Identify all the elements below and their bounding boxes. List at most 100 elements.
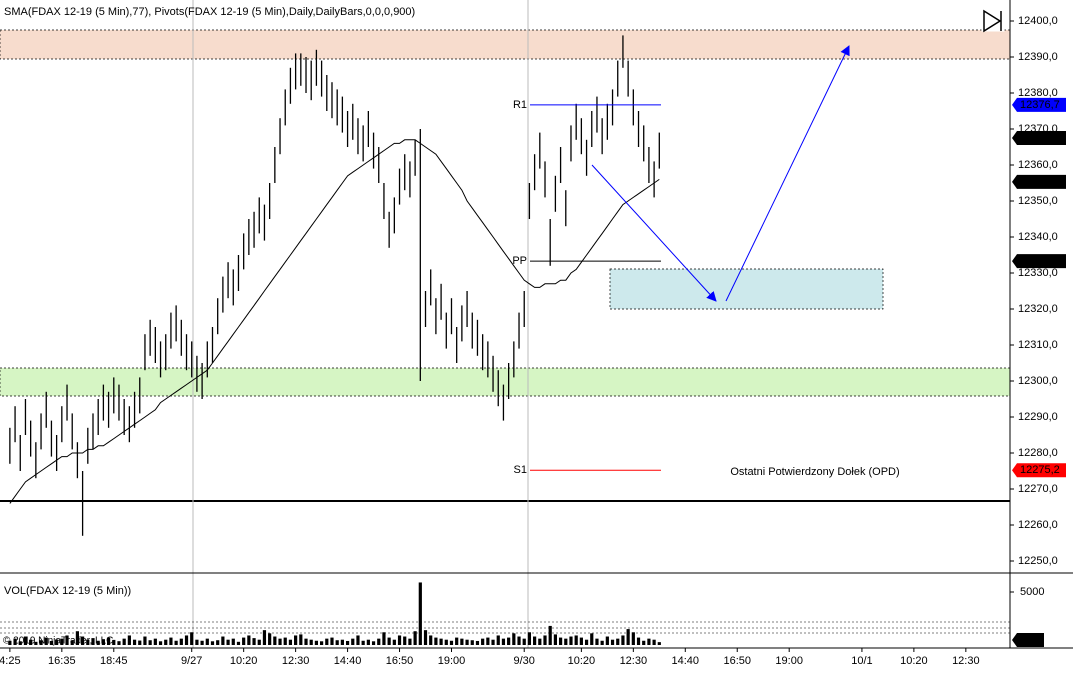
price-tag-label: 12367,5 [1020, 132, 1060, 144]
volume-bar [210, 641, 215, 645]
volume-bar [148, 640, 152, 645]
volume-bar [127, 635, 131, 645]
volume-tick-label: 5000 [1020, 586, 1044, 598]
arrow [725, 45, 850, 302]
volume-bar [252, 638, 256, 645]
volume-bar [34, 641, 38, 645]
price-tag-label: 12376,7 [1020, 99, 1060, 111]
play-icon[interactable] [981, 8, 1005, 33]
y-tick-label: 12360,0 [1018, 159, 1058, 171]
x-tick-label: 14:40 [672, 655, 700, 667]
volume-bar [610, 639, 615, 645]
price-tag [1012, 463, 1066, 478]
volume-bar [106, 637, 111, 645]
volume-bar [44, 637, 48, 645]
volume-bar [288, 639, 293, 645]
volume-bar [408, 638, 412, 645]
volume-bar [527, 632, 532, 645]
price-tag-label: 12333,3 [1020, 255, 1060, 267]
x-tick-label: 16:50 [723, 655, 751, 667]
volume-bar [314, 640, 319, 645]
x-tick-label: 10:20 [230, 655, 258, 667]
volume-bar [236, 641, 241, 645]
volume-bar [164, 639, 168, 645]
volume-bar [268, 633, 272, 645]
volume-bar [195, 639, 199, 645]
volume-bar [605, 636, 609, 645]
volume-bar [221, 636, 225, 645]
support-zone [0, 367, 1011, 397]
x-tick-label: 9/30 [514, 655, 535, 667]
volume-bar [558, 637, 563, 645]
volume-bar [460, 638, 464, 645]
volume-bar [361, 640, 365, 645]
volume-bar [70, 640, 74, 645]
volume-bar [392, 639, 396, 645]
volume-bar [319, 641, 324, 645]
volume-bar [590, 633, 594, 645]
volume-bar [242, 637, 246, 645]
volume-bar [470, 640, 474, 645]
volume-bar [387, 637, 391, 645]
volume-bar [91, 638, 95, 645]
volume-bar [553, 634, 557, 645]
volume-bar [517, 636, 521, 645]
volume-bar [496, 635, 500, 645]
volume-bar [657, 642, 661, 645]
x-tick-label: 19:00 [438, 655, 466, 667]
price-tag [1012, 254, 1066, 269]
volume-bar [226, 639, 230, 645]
volume-bar [569, 636, 573, 645]
volume-bar [294, 635, 298, 645]
volume-bar [190, 632, 194, 645]
volume-bar [543, 635, 547, 645]
volume-bar [418, 582, 422, 645]
volume-bar [636, 637, 641, 645]
y-tick-label: 12380,0 [1018, 87, 1058, 99]
volume-bar [584, 639, 589, 645]
volume-bar [39, 640, 43, 645]
volume-bar [86, 639, 90, 645]
volume-bar [507, 637, 511, 645]
volume-bar [423, 630, 428, 645]
volume-bar [112, 639, 116, 645]
x-tick-label: 9/27 [181, 655, 202, 667]
volume-bar [283, 637, 287, 645]
volume-bar [377, 638, 381, 645]
volume-bar [8, 640, 12, 645]
volume-bar [138, 640, 142, 645]
y-tick-label: 12390,0 [1018, 51, 1058, 63]
volume-bar [631, 632, 635, 645]
volume-bar [49, 640, 54, 645]
pivot-label: S1 [514, 464, 527, 476]
volume-bar [595, 638, 599, 645]
volume-bar [382, 632, 386, 645]
volume-bar [340, 639, 344, 645]
volume-bar [200, 640, 204, 645]
volume-bar [413, 631, 417, 645]
volume-bar [179, 638, 183, 645]
y-tick-label: 12270,0 [1018, 483, 1058, 495]
volume-bar [273, 636, 277, 645]
volume-label: VOL(FDAX 12-19 (5 Min)) [4, 585, 131, 597]
x-tick-label: 16:35 [48, 655, 76, 667]
pivot-label: R1 [513, 99, 527, 111]
volume-bar [449, 640, 454, 645]
volume-bar [335, 640, 339, 645]
y-tick-label: 12330,0 [1018, 267, 1058, 279]
volume-bar [512, 633, 516, 645]
volume-bar [257, 639, 261, 645]
volume-bar [330, 637, 334, 645]
volume-bar [60, 638, 64, 645]
volume-bar [652, 639, 656, 645]
volume-bar [371, 641, 376, 645]
volume-bar [122, 638, 126, 645]
price-panel [9, 35, 661, 536]
y-tick-label: 12300,0 [1018, 375, 1058, 387]
y-tick-label: 12350,0 [1018, 195, 1058, 207]
volume-bar [538, 638, 542, 645]
volume-bar [481, 638, 485, 645]
volume-bar [621, 635, 625, 645]
volume-bar [366, 639, 370, 645]
volume-bar [247, 635, 251, 645]
